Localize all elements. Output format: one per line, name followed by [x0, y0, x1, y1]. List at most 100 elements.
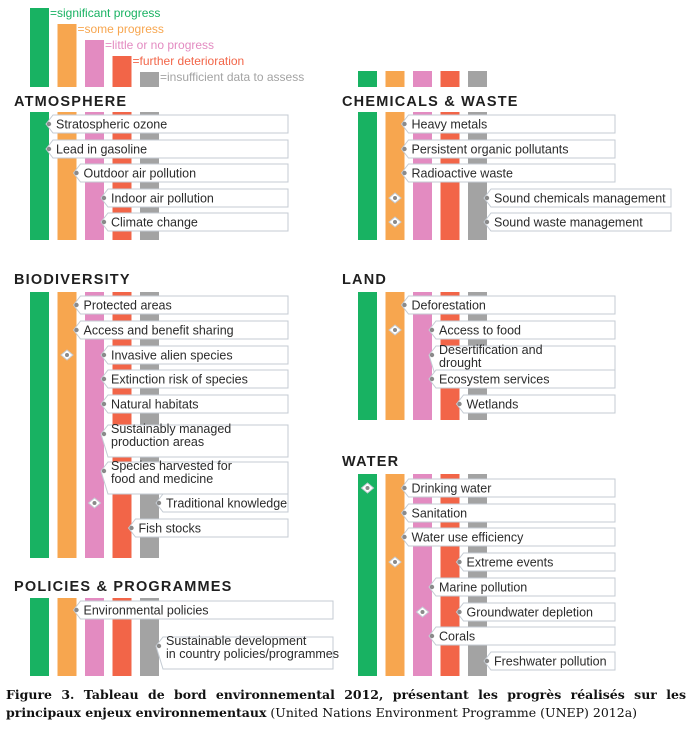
indicator-marker-dot [74, 327, 79, 333]
indicator-label: Drinking water [412, 482, 492, 496]
indicator-label-box [100, 461, 289, 495]
indicator-marker-dot [402, 121, 407, 127]
indicator-label-line: Species harvested for [111, 459, 232, 473]
indicator-marker-dot [101, 431, 107, 437]
category-bar [413, 474, 432, 676]
indicator-label: Access and benefit sharing [84, 324, 234, 338]
panel-title: LAND [342, 272, 387, 288]
indicator-label: Ecosystem services [439, 373, 549, 387]
range-diamond-dot [365, 486, 370, 490]
indicator-label-box [400, 139, 616, 159]
indicator-label: Sustainable development in country polici… [166, 634, 339, 661]
indicator-label: Species harvested for food and medicine [111, 459, 232, 486]
legend-column-bar [468, 71, 487, 87]
indicator-label-box [455, 552, 616, 572]
indicator-marker-dot [101, 195, 107, 201]
indicator-marker-dot [129, 525, 134, 531]
category-bar [413, 292, 432, 420]
indicator-label-box [400, 503, 616, 523]
legend-bar [140, 72, 159, 87]
category-bar [385, 474, 405, 676]
legend-column-bar [385, 71, 405, 87]
indicator-label-box [100, 345, 289, 365]
panel-title: ATMOSPHERE [14, 94, 127, 110]
indicator-label-box [483, 188, 672, 208]
indicator-label-box [155, 493, 289, 513]
range-diamond-dot [393, 220, 397, 224]
indicator-marker-dot [156, 643, 162, 649]
indicator-label-box [155, 636, 334, 670]
indicator-label-line: Sustainably managed [111, 422, 231, 436]
indicator-marker-dot [402, 485, 407, 491]
indicator-label: Corals [439, 630, 475, 644]
environmental-scorecard-diagram: =significant progress =some progress =litt… [14, 6, 672, 676]
category-bar [30, 598, 49, 676]
indicator-label: Environmental policies [84, 604, 209, 618]
indicator-label-box [483, 212, 672, 232]
indicator-label-box [72, 320, 289, 340]
indicator-marker-dot [402, 534, 407, 540]
indicator-marker-dot [429, 633, 435, 639]
indicator-label-line: food and medicine [111, 472, 213, 486]
legend-column-bar [413, 71, 432, 87]
indicator-label-line: production areas [111, 435, 204, 449]
panel-title: CHEMICALS & WASTE [342, 94, 519, 110]
indicator-label: Water use efficiency [412, 531, 525, 545]
indicator-marker-dot [402, 302, 407, 308]
category-bar [385, 292, 405, 420]
indicator-marker-dot [101, 352, 107, 358]
legend-label: =insufficient data to assess [160, 70, 304, 84]
indicator-marker-dot [484, 195, 490, 201]
indicator-label-box [45, 139, 289, 159]
caption-bold-text: Figure 3. Tableau de bord environnementa… [6, 687, 686, 720]
indicator-marker-dot [101, 376, 107, 382]
indicator-label-box [428, 320, 616, 340]
legend-bar [57, 24, 77, 87]
indicator-label-box [100, 212, 289, 232]
category-bar [358, 474, 377, 676]
indicator-label: Protected areas [84, 299, 172, 313]
indicator-label: Extinction risk of species [111, 373, 248, 387]
indicator-label: Indoor air pollution [111, 192, 214, 206]
indicator-label: Fish stocks [139, 522, 202, 536]
indicator-label-box [400, 478, 616, 498]
indicator-label-box [428, 369, 616, 389]
indicator-marker-dot [457, 609, 462, 615]
indicator-label: Lead in gasoline [56, 143, 147, 157]
indicator-marker-dot [402, 170, 407, 176]
indicator-marker-dot [74, 302, 79, 308]
legend-bar [30, 8, 49, 87]
figure-caption: Figure 3. Tableau de bord environnementa… [6, 686, 686, 722]
indicator-label-box [72, 163, 289, 183]
legend-label: =further deterioration [133, 54, 245, 68]
category-bar [468, 474, 487, 676]
indicator-label: Persistent organic pollutants [412, 143, 569, 157]
indicator-marker-dot [484, 658, 490, 664]
indicator-label-box [100, 188, 289, 208]
indicator-label: Desertification and drought [439, 343, 543, 370]
indicator-marker-dot [46, 146, 52, 152]
panel-title: POLICIES & PROGRAMMES [14, 579, 233, 595]
range-diamond-dot [420, 610, 425, 614]
indicator-label: Radioactive waste [412, 167, 513, 181]
indicator-marker-dot [484, 219, 490, 225]
indicator-label-line: drought [439, 356, 482, 370]
indicator-label-box [100, 424, 289, 458]
indicator-label: Heavy metals [412, 118, 488, 132]
category-bar [385, 112, 405, 240]
indicator-label: Extreme events [467, 556, 554, 570]
category-bar [30, 112, 49, 240]
range-diamond-dot [393, 560, 397, 564]
indicator-label: Climate change [111, 216, 198, 230]
indicator-label-box [400, 527, 616, 547]
indicator-label: Sound chemicals management [494, 192, 666, 206]
indicator-label-box [400, 163, 616, 183]
indicator-marker-dot [74, 170, 79, 176]
category-bar [30, 292, 49, 558]
legend-bar [85, 40, 104, 87]
indicator-label: Marine pollution [439, 581, 527, 595]
indicator-label-box [127, 518, 289, 538]
indicator-label: Deforestation [412, 299, 486, 313]
indicator-label: Traditional knowledge [166, 497, 287, 511]
indicator-label-box [483, 651, 616, 671]
